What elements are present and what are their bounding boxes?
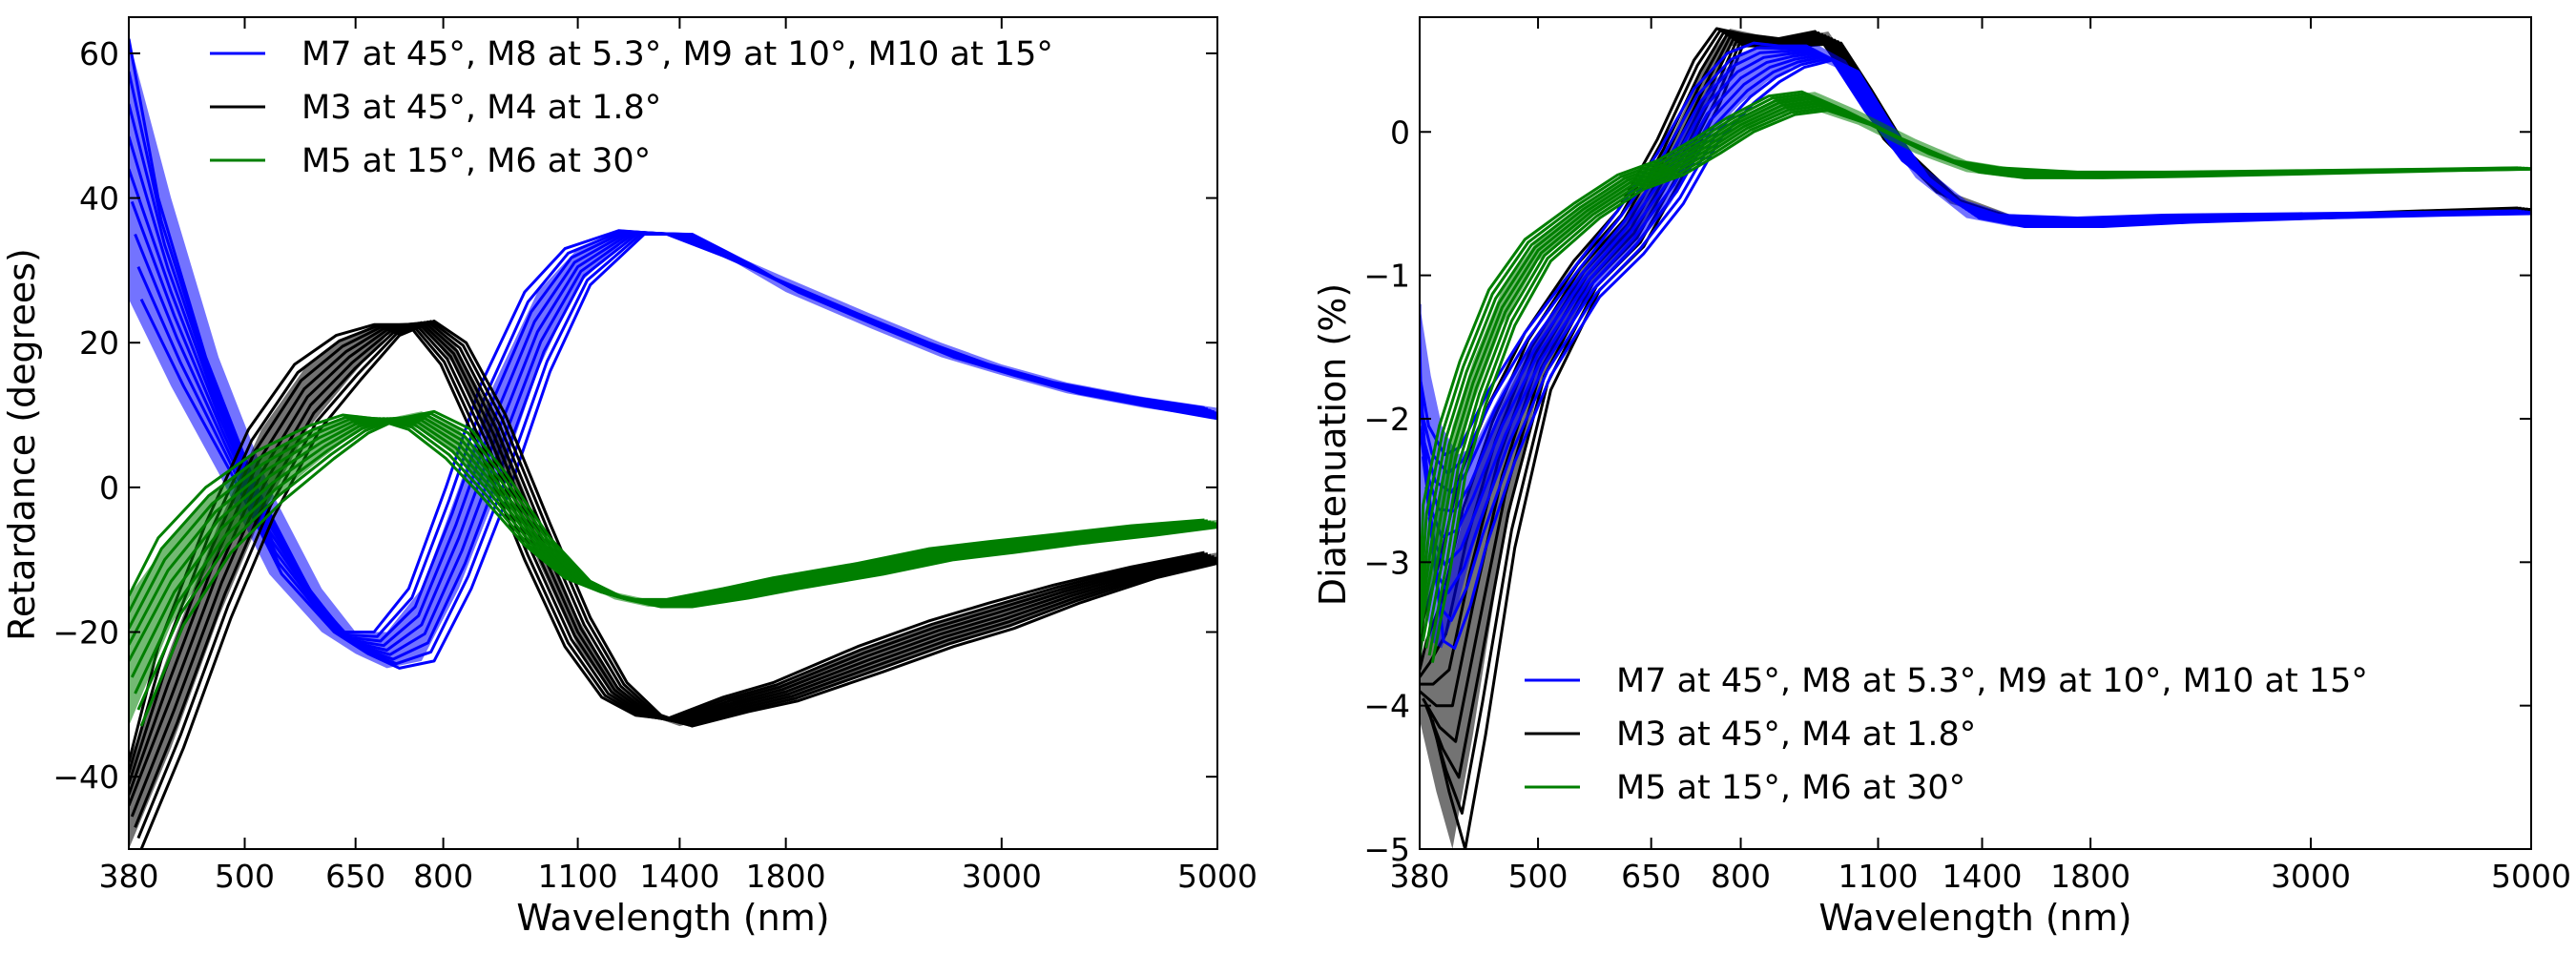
- series-black-curve: [1420, 29, 2522, 671]
- retardance-plot-frame: [128, 16, 1218, 850]
- retardance-ticks: 380 500 650 800 1100 1400 1800 3000 5000 60 40 20 0 −…: [52, 17, 1257, 895]
- x-tick-label: 5000: [2491, 858, 2571, 895]
- diattenuation-legend-label-black: M3 at 45°, M4 at 1.8°: [1616, 716, 1976, 754]
- series-black-curve: [129, 322, 1205, 763]
- series-black-curve: [1420, 35, 2531, 708]
- series-blue-curve: [1424, 54, 2531, 594]
- x-tick-label: 500: [215, 858, 275, 895]
- y-tick-label: 20: [79, 324, 119, 362]
- y-tick-label: −4: [1363, 688, 1410, 725]
- x-tick-label: 5000: [1177, 858, 1257, 895]
- x-tick-label: 800: [1711, 858, 1771, 895]
- diattenuation-legend-label-green: M5 at 15°, M6 at 30°: [1616, 769, 1965, 807]
- x-tick-label: 1400: [639, 858, 719, 895]
- diattenuation-chart: 380 500 650 800 1100 1400 1800 3000 5000 0 −1 −2 −3 −…: [1312, 16, 2571, 939]
- retardance-y-axis-label: Retardance (degrees): [1, 248, 43, 641]
- x-tick-label: 1400: [1942, 858, 2023, 895]
- series-blue-curve: [1427, 56, 2531, 622]
- series-green-curve: [1421, 101, 2531, 642]
- x-tick-label: 500: [1508, 858, 1568, 895]
- retardance-legend: M7 at 45°, M8 at 5.3°, M9 at 10°, M10 at…: [210, 35, 1053, 180]
- x-tick-label: 1800: [746, 858, 826, 895]
- series-blue-band: [1420, 43, 2531, 649]
- series-black-curve: [1420, 31, 2525, 678]
- retardance-series-layer: [129, 38, 1217, 849]
- y-tick-label: −5: [1363, 831, 1410, 868]
- retardance-x-axis-label: Wavelength (nm): [516, 897, 829, 939]
- x-tick-label: 3000: [2271, 858, 2351, 895]
- diattenuation-ticks: 380 500 650 800 1100 1400 1800 3000 5000 0 −1 −2 −3 −…: [1363, 17, 2571, 895]
- retardance-legend-label-green: M5 at 15°, M6 at 30°: [301, 142, 651, 180]
- x-tick-label: 800: [413, 858, 473, 895]
- series-blue-band: [129, 38, 1217, 669]
- x-tick-label: 1100: [538, 858, 618, 895]
- y-tick-label: −2: [1363, 401, 1410, 438]
- x-tick-label: 1100: [1839, 858, 1919, 895]
- x-tick-label: 650: [325, 858, 385, 895]
- x-tick-label: 650: [1621, 858, 1681, 895]
- diattenuation-legend: M7 at 45°, M8 at 5.3°, M9 at 10°, M10 at…: [1525, 662, 2368, 807]
- series-green-curve: [1430, 109, 2531, 663]
- retardance-chart: 380 500 650 800 1100 1400 1800 3000 5000 60 40 20 0 −…: [1, 16, 1257, 939]
- y-tick-label: −40: [52, 758, 119, 796]
- series-green-curve: [139, 409, 1217, 727]
- diattenuation-x-axis-label: Wavelength (nm): [1818, 897, 2131, 939]
- series-green-curve: [1420, 97, 2528, 628]
- series-black-curve: [1420, 33, 2528, 686]
- y-tick-label: 0: [1390, 114, 1410, 151]
- diattenuation-y-axis-label: Diattenuation (%): [1312, 283, 1354, 606]
- y-tick-label: −3: [1363, 544, 1410, 581]
- x-tick-label: 3000: [962, 858, 1042, 895]
- y-tick-label: −1: [1363, 258, 1410, 295]
- y-tick-label: 0: [99, 469, 119, 507]
- diattenuation-plot-frame: [1419, 16, 2532, 850]
- series-green-band: [1420, 92, 2531, 663]
- series-green-curve: [1420, 99, 2531, 634]
- series-black-curve: [1422, 37, 2531, 743]
- series-green-curve: [1420, 94, 2525, 620]
- series-green-curve: [1424, 104, 2531, 649]
- x-tick-label: 1800: [2050, 858, 2130, 895]
- y-tick-label: 40: [79, 180, 119, 218]
- y-tick-label: −20: [52, 614, 119, 652]
- retardance-legend-label-black: M3 at 45°, M4 at 1.8°: [301, 89, 661, 127]
- retardance-legend-label-blue: M7 at 45°, M8 at 5.3°, M9 at 10°, M10 at…: [301, 35, 1053, 73]
- series-blue-curve: [1430, 58, 2531, 650]
- series-blue-curve: [1420, 46, 2522, 475]
- series-green-curve: [129, 413, 1205, 601]
- x-tick-label: 380: [99, 858, 159, 895]
- series-black-curve: [1420, 27, 2519, 663]
- diattenuation-series-layer: [1420, 27, 2531, 849]
- x-tick-label: 380: [1390, 858, 1450, 895]
- diattenuation-legend-label-blue: M7 at 45°, M8 at 5.3°, M9 at 10°, M10 at…: [1616, 662, 2368, 700]
- y-tick-label: 60: [79, 35, 119, 73]
